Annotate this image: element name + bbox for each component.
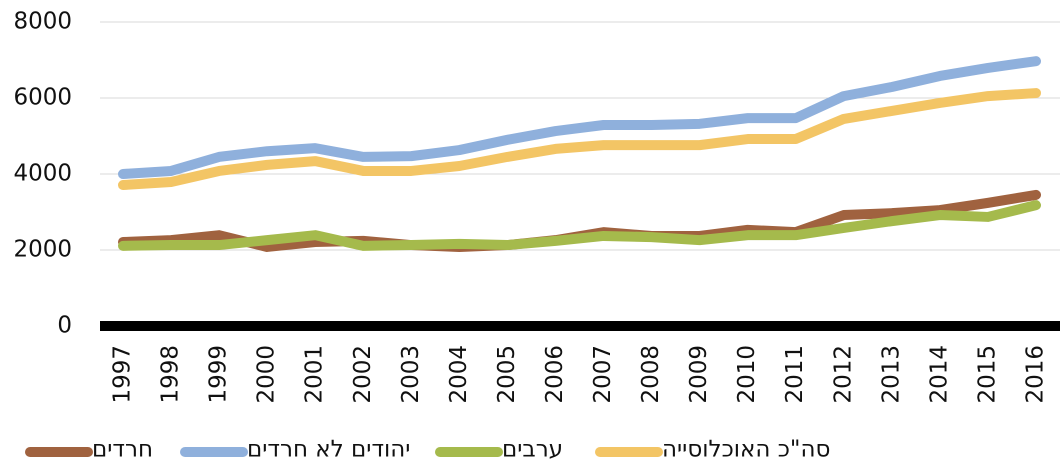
x-tick-label: 2011 [782, 345, 808, 404]
y-tick-label: 0 [57, 313, 72, 339]
x-tick-label: 2016 [1023, 345, 1049, 404]
legend-label: יהודים לא חרדים [247, 437, 410, 463]
x-tick-label: 1998 [158, 345, 184, 404]
x-tick-label: 2004 [446, 345, 472, 404]
x-tick-label: 2000 [254, 345, 280, 404]
y-tick-label: 8000 [13, 9, 72, 35]
series-line [118, 88, 1041, 191]
x-tick-label: 2006 [542, 345, 568, 404]
series-line [118, 56, 1041, 179]
x-tick-label: 2014 [926, 345, 952, 404]
x-tick-label: 2012 [830, 345, 856, 404]
y-tick-label: 4000 [13, 161, 72, 187]
y-tick-label: 2000 [13, 237, 72, 263]
x-tick-label: 2005 [494, 345, 520, 404]
x-tick-label: 1999 [206, 345, 232, 404]
legend-label: ערבים [502, 437, 563, 463]
x-tick-label: 2015 [974, 345, 1000, 404]
x-tick-label: 2003 [398, 345, 424, 404]
y-tick-label: 6000 [13, 85, 72, 111]
x-tick-label: 2008 [638, 345, 664, 404]
x-tick-label: 2007 [590, 345, 616, 404]
x-tick-label: 2001 [302, 345, 328, 404]
x-tick-label: 1997 [110, 345, 136, 404]
series-line [118, 200, 1041, 251]
x-tick-label: 2009 [686, 345, 712, 404]
x-tick-label: 2002 [350, 345, 376, 404]
legend-label: סה"כ האוכלוסייה [662, 437, 830, 463]
legend-label: חרדים [92, 437, 153, 463]
x-tick-label: 2013 [878, 345, 904, 404]
x-tick-label: 2010 [734, 345, 760, 404]
